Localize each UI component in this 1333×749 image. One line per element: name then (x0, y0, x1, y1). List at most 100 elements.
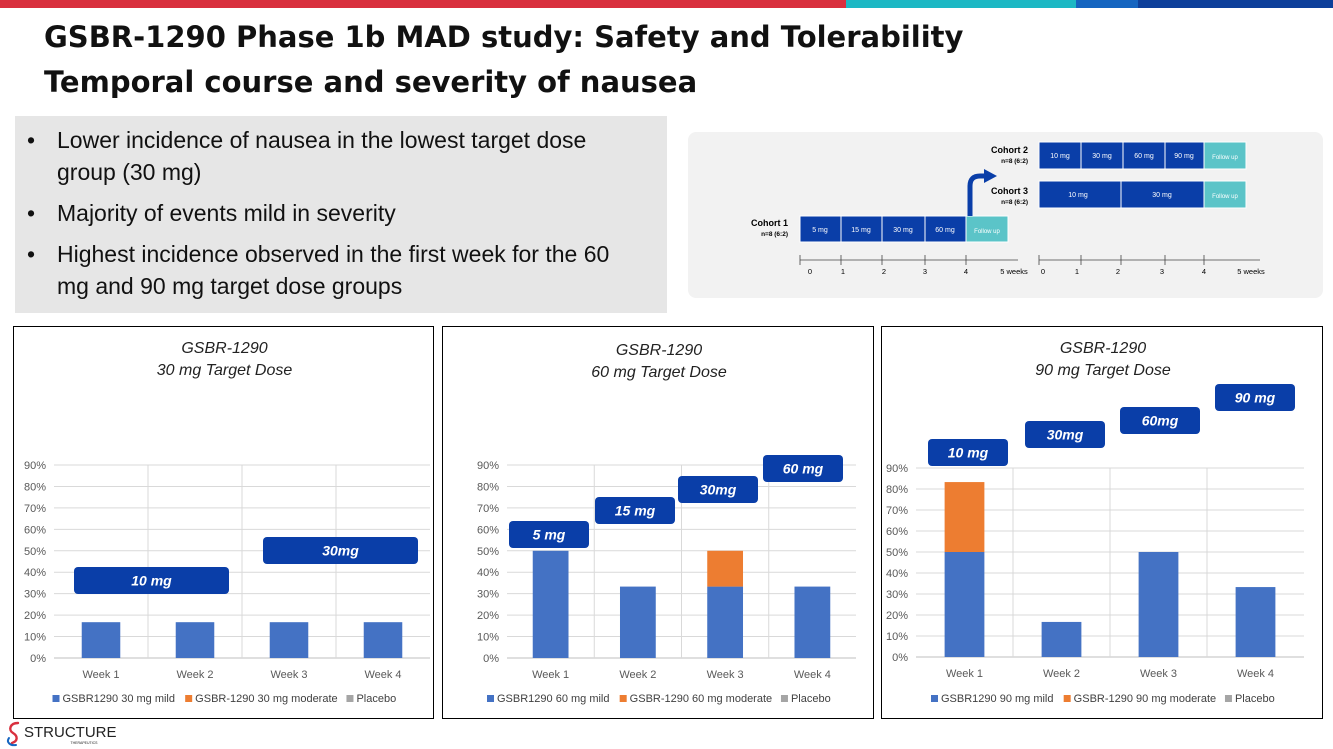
schema-axis2-tick: 0 (1041, 267, 1045, 276)
page-title: GSBR-1290 Phase 1b MAD study: Safety and… (44, 20, 964, 54)
y-tick-label: 0% (30, 653, 46, 665)
y-tick-label: 20% (24, 610, 46, 622)
escalation-arrow (967, 173, 986, 216)
cohort3-dose-label: 10 mg (1068, 192, 1088, 199)
x-tick-label: Week 2 (176, 669, 213, 681)
legend-label: GSBR1290 30 mg mild (63, 693, 176, 705)
dose-callout (509, 521, 589, 548)
cohort1-follow-box (965, 215, 1009, 243)
y-tick-label: 0% (483, 653, 499, 665)
y-tick-label: 50% (24, 546, 46, 558)
chart-panel-90mg: GSBR-1290 90 mg Target Dose 0% 10% 20% 30% 40%… (881, 326, 1323, 719)
summary-bullet: Highest incidence observed in the first … (27, 238, 647, 302)
cohort3-dose-box (1120, 180, 1205, 209)
summary-bullet: Majority of events mild in severity (27, 197, 647, 229)
dose-callout-label: 90 mg (1235, 390, 1276, 406)
schema-axis1-tick: 4 (964, 267, 968, 276)
x-tick-label: Week 4 (364, 669, 401, 681)
dose-callout (1215, 384, 1295, 411)
dose-callout (263, 537, 418, 564)
cohort1-dose-label: 30 mg (893, 227, 913, 234)
summary-bullet: Lower incidence of nausea in the lowest … (27, 124, 647, 188)
cohort2-dose-label: 30 mg (1092, 153, 1112, 160)
schema-axis1-tick: 3 (923, 267, 927, 276)
y-tick-label: 20% (477, 610, 499, 622)
y-tick-label: 10% (477, 632, 499, 644)
chart-panel-30mg: GSBR-1290 30 mg Target Dose 0% 10% 20% 30% 40%… (13, 326, 434, 719)
cohort2-dose-box (1122, 141, 1166, 170)
dose-callout-label: 10 mg (948, 445, 989, 461)
legend-swatch (487, 695, 494, 702)
cohort1-dose-label: 5 mg (812, 227, 828, 234)
chart-title: GSBR-1290 (616, 342, 702, 359)
dose-callout-label: 10 mg (131, 573, 172, 589)
dose-callout-label: 60 mg (783, 461, 824, 477)
legend-swatch (52, 695, 60, 702)
schema-axis2-tick: 1 (1075, 267, 1079, 276)
y-tick-label: 30% (477, 589, 499, 601)
y-tick-label: 50% (886, 547, 908, 559)
dose-callout-label: 60mg (1142, 413, 1179, 429)
cohort2-dose-box (1080, 141, 1124, 170)
page-subtitle: Temporal course and severity of nausea (44, 65, 698, 99)
study-schema: Cohort 1 n=8 (6:2) 5 mg 15 mg 30 mg 60 m… (688, 132, 1323, 298)
dose-callout (595, 497, 675, 524)
bar-moderate (707, 550, 744, 587)
dose-callout-label: 30mg (1047, 427, 1084, 443)
y-tick-label: 30% (886, 589, 908, 601)
legend-label: Placebo (356, 693, 396, 705)
summary-box: Lower incidence of nausea in the lowest … (15, 116, 667, 313)
bar-moderate (944, 482, 985, 552)
bar-mild (81, 622, 121, 658)
x-tick-label: Week 3 (1140, 668, 1177, 680)
dose-callout (1025, 421, 1105, 448)
legend-swatch (346, 695, 354, 702)
bar-mild (175, 622, 215, 658)
schema-axis2-ticks (1038, 255, 1205, 265)
legend-label: GSBR1290 60 mg mild (497, 693, 610, 705)
y-tick-label: 90% (886, 463, 908, 475)
cohort1-n: n=8 (6:2) (761, 231, 788, 238)
x-tick-label: Week 1 (82, 669, 119, 681)
chart-title: GSBR-1290 (181, 340, 267, 357)
bar-mild (707, 586, 744, 658)
y-tick-label: 60% (886, 526, 908, 538)
x-tick-label: Week 2 (619, 669, 656, 681)
bar-mild (794, 586, 831, 658)
topbar-teal (846, 0, 1076, 8)
legend-swatch (1224, 695, 1232, 702)
x-tick-label: Week 4 (794, 669, 831, 681)
cohort1-dose-box (799, 215, 842, 243)
chart-30mg: GSBR-1290 30 mg Target Dose 0% 10% 20% 30% 40%… (24, 340, 430, 705)
schema-axis2-tick: 3 (1160, 267, 1164, 276)
y-tick-label: 70% (886, 505, 908, 517)
legend-label: GSBR-1290 60 mg moderate (630, 693, 772, 705)
y-tick-label: 60% (477, 524, 499, 536)
logo-subtext: THERAPEUTICS (70, 741, 98, 745)
cohort2-follow-box (1203, 141, 1247, 170)
chart-subtitle: 60 mg Target Dose (591, 364, 727, 381)
schema-diagram: Cohort 1 n=8 (6:2) 5 mg 15 mg 30 mg 60 m… (751, 141, 1265, 276)
cohort1-dose-box (840, 215, 883, 243)
chart-title: GSBR-1290 (1060, 340, 1146, 357)
y-tick-label: 10% (886, 631, 908, 643)
legend-swatch (185, 695, 193, 702)
cohort1-follow-label: Follow up (974, 229, 1000, 235)
dose-callout-label: 30mg (322, 543, 359, 559)
x-tick-label: Week 2 (1043, 668, 1080, 680)
cohort3-label: Cohort 3 (991, 186, 1028, 196)
y-tick-label: 40% (24, 567, 46, 579)
bar-mild (944, 552, 985, 657)
bar-mild (1041, 621, 1082, 657)
schema-axis1-tick: 2 (882, 267, 886, 276)
schema-axis1-tick: 0 (808, 267, 812, 276)
cohort3-follow-box (1203, 180, 1247, 209)
schema-axis1-tick: 1 (841, 267, 845, 276)
y-tick-label: 70% (477, 503, 499, 515)
schema-axis1-tick: 5 weeks (1000, 267, 1028, 276)
y-tick-label: 90% (24, 460, 46, 472)
schema-axis2-tick: 5 weeks (1237, 267, 1265, 276)
cohort2-dose-label: 90 mg (1174, 153, 1194, 160)
legend-swatch (780, 695, 788, 702)
cohort2-label: Cohort 2 (991, 145, 1028, 155)
